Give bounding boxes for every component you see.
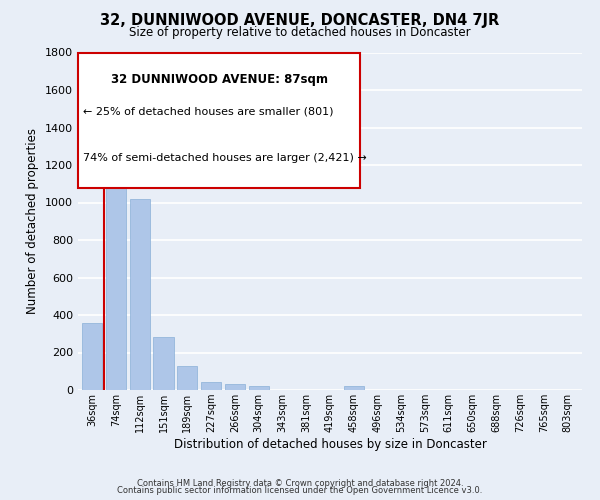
X-axis label: Distribution of detached houses by size in Doncaster: Distribution of detached houses by size … [173, 438, 487, 451]
Text: ← 25% of detached houses are smaller (801): ← 25% of detached houses are smaller (80… [83, 107, 334, 117]
Text: Contains HM Land Registry data © Crown copyright and database right 2024.: Contains HM Land Registry data © Crown c… [137, 478, 463, 488]
Text: 32 DUNNIWOOD AVENUE: 87sqm: 32 DUNNIWOOD AVENUE: 87sqm [110, 72, 328, 86]
Text: 32, DUNNIWOOD AVENUE, DONCASTER, DN4 7JR: 32, DUNNIWOOD AVENUE, DONCASTER, DN4 7JR [100, 12, 500, 28]
Bar [225, 384, 245, 390]
Text: Size of property relative to detached houses in Doncaster: Size of property relative to detached ho… [129, 26, 471, 39]
Bar [248, 386, 269, 390]
FancyBboxPatch shape [78, 52, 360, 188]
Bar [82, 322, 103, 390]
Bar [201, 382, 221, 390]
Bar [344, 386, 364, 390]
Text: Contains public sector information licensed under the Open Government Licence v3: Contains public sector information licen… [118, 486, 482, 495]
Bar [154, 336, 173, 390]
Text: 74% of semi-detached houses are larger (2,421) →: 74% of semi-detached houses are larger (… [83, 153, 367, 163]
Bar [177, 366, 197, 390]
Y-axis label: Number of detached properties: Number of detached properties [26, 128, 40, 314]
Bar [106, 135, 126, 390]
Bar [130, 198, 150, 390]
